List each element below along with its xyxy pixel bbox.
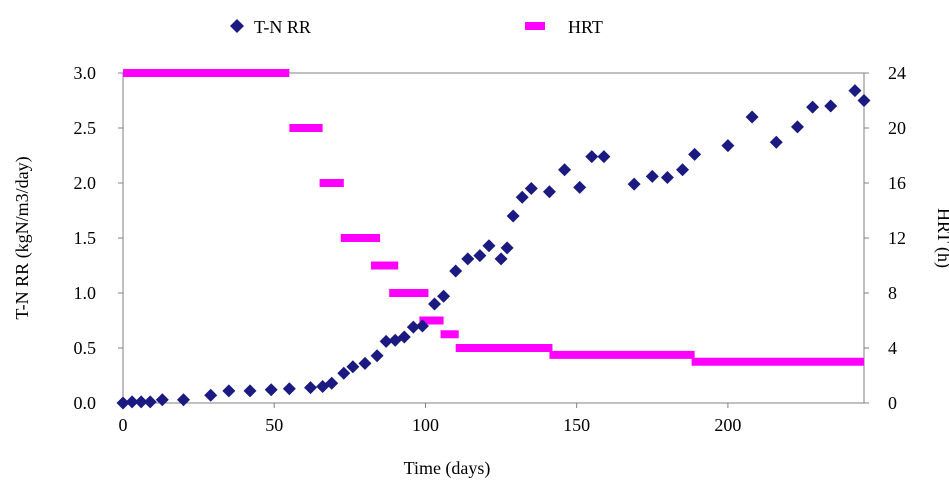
- y-left-tick-label: 0.0: [74, 393, 97, 413]
- tn-rr-point: [573, 180, 587, 194]
- tn-rr-point: [337, 366, 351, 380]
- legend-marker-hrt: [525, 22, 545, 30]
- x-tick-label: 200: [714, 415, 741, 435]
- y-axis-left-title: T-N RR (kgN/m3/day): [12, 156, 33, 319]
- tn-rr-point: [645, 169, 659, 183]
- tn-rr-point: [325, 376, 339, 390]
- x-tick-label: 50: [265, 415, 283, 435]
- tn-rr-point: [461, 252, 475, 266]
- tn-rr-point: [346, 360, 360, 374]
- hrt-segment: [289, 124, 323, 132]
- y-right-tick-label: 4: [888, 338, 897, 358]
- tn-rr-point: [222, 384, 236, 398]
- tn-rr-point: [824, 99, 838, 113]
- legend-label-tn-rr: T-N RR: [254, 17, 311, 37]
- tn-rr-point: [415, 319, 429, 333]
- tn-rr-point: [406, 320, 420, 334]
- hrt-segment: [440, 330, 459, 339]
- hrt-segment: [371, 261, 399, 270]
- tn-rr-point: [494, 252, 508, 266]
- tn-rr-point: [585, 150, 599, 164]
- tn-rr-point: [143, 395, 157, 409]
- tn-rr-point: [848, 84, 862, 98]
- y-left-tick-label: 1.0: [74, 283, 97, 303]
- tn-rr-point: [857, 94, 871, 107]
- tn-rr-point: [506, 209, 520, 223]
- x-tick-label: 0: [119, 415, 128, 435]
- tn-rr-point: [428, 297, 442, 311]
- hrt-segment: [455, 344, 553, 352]
- tn-rr-point: [482, 239, 496, 253]
- tn-rr-point: [304, 381, 318, 395]
- tn-rr-point: [116, 396, 130, 410]
- hrt-segment: [319, 179, 344, 187]
- tn-rr-point: [660, 171, 674, 184]
- tn-rr-point: [500, 241, 514, 255]
- hrt-segment: [691, 357, 864, 366]
- tn-rr-point: [806, 100, 820, 114]
- tn-rr-point: [370, 349, 384, 363]
- y-right-tick-label: 24: [888, 63, 906, 83]
- y-right-tick-label: 8: [888, 283, 897, 303]
- tn-rr-point: [397, 330, 411, 344]
- y-axis-right-title: HRT (h): [933, 208, 949, 268]
- tn-rr-point: [243, 384, 257, 398]
- tn-rr-point: [558, 163, 572, 177]
- tn-rr-point: [134, 395, 148, 409]
- x-tick-label: 100: [412, 415, 439, 435]
- tn-rr-point: [282, 382, 296, 396]
- y-left-tick-label: 2.0: [74, 173, 97, 193]
- y-right-tick-label: 20: [888, 118, 906, 138]
- tn-rr-point: [524, 182, 538, 195]
- tn-rr-point: [176, 393, 190, 407]
- tn-rr-point: [204, 388, 218, 402]
- tn-rr-point: [676, 163, 690, 177]
- tn-rr-point: [515, 190, 529, 204]
- tn-rr-point: [721, 139, 735, 153]
- tn-rr-point: [745, 110, 759, 124]
- y-right-tick-label: 16: [888, 173, 906, 193]
- tn-rr-point: [769, 135, 783, 149]
- y-right-tick-label: 12: [888, 228, 906, 248]
- tn-rr-point: [790, 120, 804, 134]
- legend-label-hrt: HRT: [568, 17, 603, 37]
- tn-rr-point: [627, 177, 641, 191]
- hrt-segment: [549, 350, 695, 359]
- hrt-segment: [419, 316, 444, 325]
- tn-rr-point: [264, 383, 278, 397]
- x-tick-label: 150: [563, 415, 590, 435]
- y-left-tick-label: 3.0: [74, 63, 97, 83]
- legend-marker-tn-rr: [230, 19, 244, 33]
- tn-rr-point: [125, 395, 139, 409]
- tn-rr-point: [473, 249, 487, 263]
- y-left-tick-label: 1.5: [74, 228, 97, 248]
- legend: T-N RR HRT: [230, 17, 603, 37]
- axis-ticks: 0 50 100 150 200 0.0 0.5 1.0 1.5 2.0 2.5 3.0 0 4 8 12 16…: [74, 63, 907, 435]
- hrt-segment: [340, 234, 381, 242]
- tn-rr-point: [155, 393, 169, 407]
- tn-rr-point: [542, 185, 556, 199]
- tn-rr-point: [688, 147, 702, 161]
- y-left-tick-label: 0.5: [74, 338, 97, 358]
- tn-rr-point: [358, 356, 372, 370]
- tn-rr-point: [449, 264, 463, 278]
- tn-rr-point: [379, 334, 393, 348]
- y-left-tick-label: 2.5: [74, 118, 97, 138]
- chart-marks: [116, 69, 871, 410]
- hrt-segment: [123, 69, 290, 77]
- tn-rr-point: [437, 289, 451, 303]
- y-right-tick-label: 0: [888, 393, 897, 413]
- hrt-segment: [389, 289, 429, 297]
- x-axis-title: Time (days): [404, 458, 491, 479]
- tn-rr-point: [597, 150, 611, 164]
